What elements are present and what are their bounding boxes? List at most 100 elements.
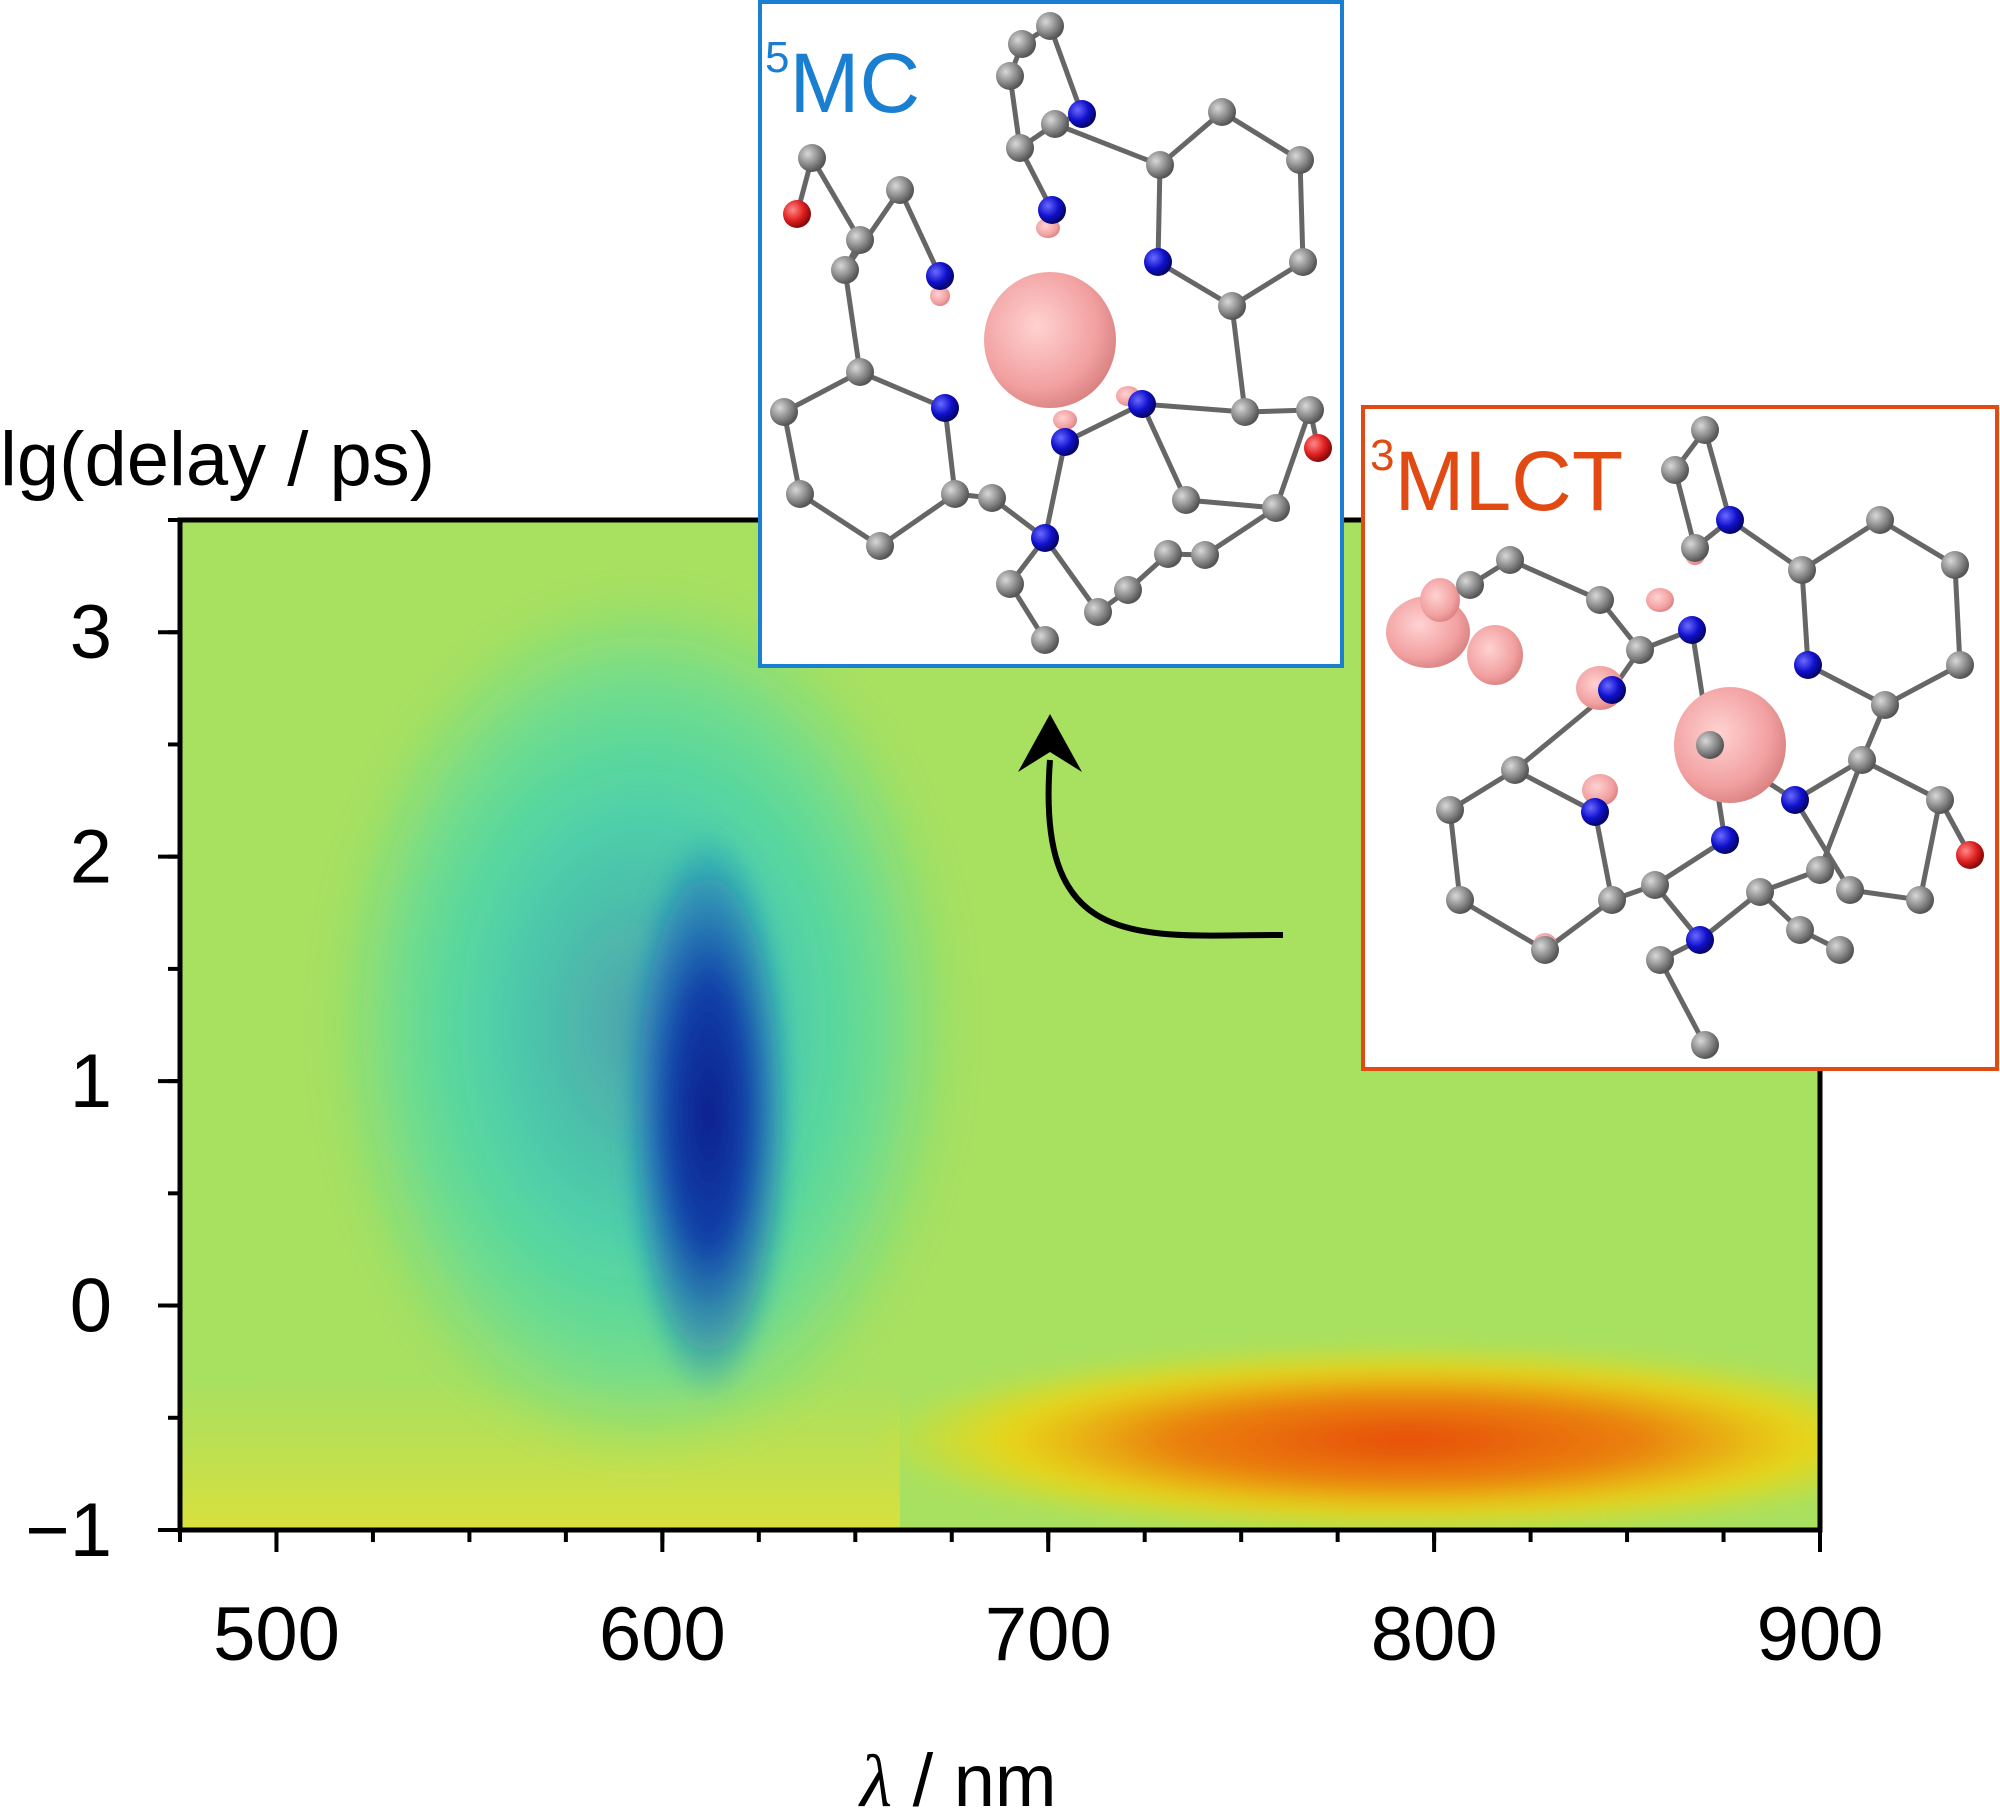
inset-5mc-sup: 5 <box>765 33 789 82</box>
nitrogen-atom <box>1128 390 1156 418</box>
carbon-atom <box>1231 398 1259 426</box>
nitrogen-atom <box>1678 616 1706 644</box>
inset-3mlct-title: 3MLCT <box>1370 431 1623 528</box>
heatmap-feature-negative-1 <box>623 826 794 1403</box>
spin-density-lobe <box>1467 625 1523 685</box>
carbon-atom <box>798 144 826 172</box>
bond <box>1229 305 1248 413</box>
y-tick-label: 0 <box>70 1264 112 1349</box>
bond <box>782 369 862 415</box>
nitrogen-atom <box>926 262 954 290</box>
heatmap-feature-positive-2 <box>873 1345 1820 1530</box>
carbon-atom <box>1262 494 1290 522</box>
carbon-atom <box>1746 878 1774 906</box>
carbon-atom <box>1906 886 1934 914</box>
carbon-atom <box>1286 146 1314 174</box>
bond <box>1156 259 1234 309</box>
carbon-atom <box>1456 571 1484 599</box>
inset-3mlct: 3MLCT <box>1361 405 1999 1071</box>
carbon-atom <box>978 484 1006 512</box>
oxygen-atom <box>1304 434 1332 462</box>
x-tick-label: 600 <box>599 1592 726 1677</box>
y-tick-label: −1 <box>25 1488 112 1573</box>
oxygen-atom <box>783 200 811 228</box>
carbon-atom <box>1436 796 1464 824</box>
carbon-atom <box>1296 396 1324 424</box>
carbon-atom <box>1691 416 1719 444</box>
inset-5mc-title: 5MC <box>765 33 920 130</box>
bond <box>1273 409 1313 509</box>
carbon-atom <box>1218 292 1246 320</box>
spin-density-lobe <box>1646 588 1674 612</box>
carbon-atom <box>1446 886 1474 914</box>
carbon-atom <box>1836 876 1864 904</box>
transition-arrow <box>1018 714 1284 939</box>
oxygen-atom <box>1956 841 1984 869</box>
carbon-atom <box>886 176 914 204</box>
bond <box>1799 569 1811 666</box>
carbon-atom <box>866 532 894 560</box>
carbon-atom <box>1626 636 1654 664</box>
carbon-atom <box>1646 946 1674 974</box>
carbon-atom <box>1696 731 1724 759</box>
carbon-atom <box>1146 151 1174 179</box>
carbon-atom <box>1691 1031 1719 1059</box>
bond <box>1513 767 1597 815</box>
carbon-atom <box>1031 626 1059 654</box>
y-tick-label: 1 <box>70 1039 112 1124</box>
carbon-atom <box>1084 598 1112 626</box>
bond <box>1917 799 1943 901</box>
nitrogen-atom <box>1686 926 1714 954</box>
carbon-atom <box>1806 856 1834 884</box>
carbon-atom <box>1114 576 1142 604</box>
carbon-atom <box>996 570 1024 598</box>
bond <box>1508 557 1602 603</box>
carbon-atom <box>831 256 859 284</box>
nitrogen-atom <box>1794 651 1822 679</box>
bond <box>1047 25 1085 115</box>
carbon-atom <box>846 358 874 386</box>
x-tick-label: 800 <box>1371 1592 1498 1677</box>
x-axis-label-unit: / nm <box>892 1739 1056 1818</box>
nitrogen-atom <box>1711 826 1739 854</box>
bond <box>878 491 957 549</box>
carbon-atom <box>1531 936 1559 964</box>
bond <box>1702 429 1733 521</box>
carbon-atom <box>1289 248 1317 276</box>
carbon-atom <box>1501 756 1529 784</box>
carbon-atom <box>846 226 874 254</box>
carbon-atom <box>1871 691 1899 719</box>
carbon-atom <box>1866 506 1894 534</box>
carbon-atom <box>1008 30 1036 58</box>
carbon-atom <box>1941 551 1969 579</box>
carbon-atom <box>1041 110 1069 138</box>
bond <box>1185 497 1277 511</box>
molecule-3mlct <box>1386 416 1984 1059</box>
bond <box>1817 759 1865 871</box>
y-tick-label: 2 <box>70 815 112 900</box>
bond <box>1728 517 1804 573</box>
carbon-atom <box>1826 936 1854 964</box>
bond <box>897 188 943 278</box>
carbon-atom <box>1006 134 1034 162</box>
spin-density-lobe <box>984 272 1116 408</box>
bond <box>1883 662 1962 708</box>
bond <box>1054 121 1161 168</box>
carbon-atom <box>1172 486 1200 514</box>
bond <box>1952 564 1963 666</box>
nitrogen-atom <box>1031 524 1059 552</box>
bond <box>798 491 882 549</box>
inset-3mlct-label: MLCT <box>1394 434 1623 528</box>
bond <box>1806 662 1887 708</box>
carbon-atom <box>1786 916 1814 944</box>
bond <box>842 269 863 373</box>
bond <box>1141 401 1246 415</box>
bond <box>1800 517 1882 573</box>
nitrogen-atom <box>1598 676 1626 704</box>
carbon-atom <box>1681 534 1709 562</box>
carbon-atom <box>1191 541 1219 569</box>
x-tick-label: 700 <box>985 1592 1112 1677</box>
bond <box>1657 958 1708 1047</box>
carbon-atom <box>770 398 798 426</box>
bond <box>1155 164 1163 263</box>
